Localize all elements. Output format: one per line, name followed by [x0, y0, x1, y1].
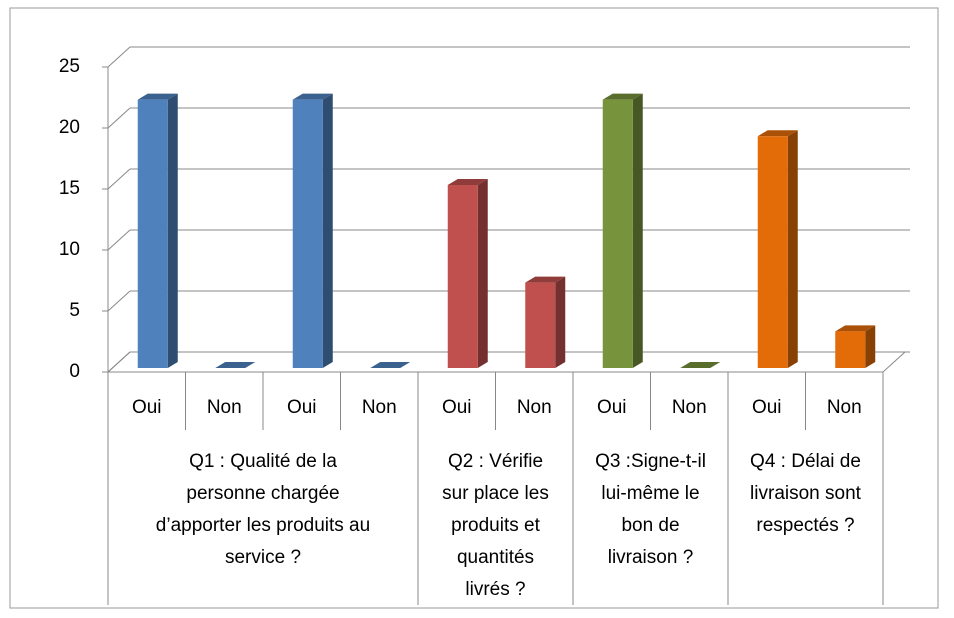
- x-tick-label: Non: [362, 397, 397, 418]
- group-label: Q3 :Signe-t-il lui-même le bon de livrai…: [595, 451, 706, 568]
- y-tick-label: 15: [59, 178, 80, 199]
- bar-side: [167, 93, 178, 368]
- bar-side: [322, 93, 333, 368]
- bar-top: [292, 93, 333, 100]
- bar-front: [835, 331, 866, 368]
- bar-side: [865, 325, 876, 368]
- grid-line: [107, 290, 131, 312]
- x-tick-label: Oui: [287, 397, 317, 418]
- bar: [137, 93, 178, 368]
- bar: [835, 325, 876, 368]
- x-tick-label: Oui: [442, 397, 472, 418]
- x-tick-label: Non: [207, 397, 242, 418]
- group-label: Q2 : Vérifie sur place les produits et q…: [442, 451, 549, 600]
- bar-top: [525, 276, 566, 283]
- bar-front: [757, 136, 788, 368]
- bar-top: [215, 362, 256, 368]
- bar-side: [787, 130, 798, 368]
- bar-front: [602, 99, 633, 368]
- bar: [370, 362, 411, 368]
- bar-side: [477, 179, 488, 368]
- x-tick-label: Oui: [132, 397, 162, 418]
- bar: [447, 179, 488, 368]
- bar: [602, 93, 643, 368]
- y-tick-label: 5: [69, 300, 80, 321]
- bar-top: [370, 362, 411, 368]
- bar-top: [680, 362, 721, 368]
- group-label: Q1 : Qualité de la personne chargée d’ap…: [155, 451, 371, 568]
- group-label: Q4 : Délai de livraison sont respectés ?: [750, 451, 861, 536]
- x-tick-label: Oui: [752, 397, 782, 418]
- x-tick-label: Non: [517, 397, 552, 418]
- grid-line: [107, 168, 131, 190]
- chart-border: [9, 7, 939, 609]
- bar-top: [137, 93, 178, 100]
- y-tick-label: 10: [59, 239, 80, 260]
- bar-front: [525, 282, 556, 368]
- bar: [757, 130, 798, 368]
- bar: [680, 362, 721, 368]
- bar-front: [137, 99, 168, 368]
- bar-top: [757, 130, 798, 137]
- x-tick-label: Non: [672, 397, 707, 418]
- grid-line: [107, 107, 131, 129]
- y-tick-label: 0: [69, 361, 80, 382]
- bar: [525, 276, 566, 368]
- x-tick-label: Non: [827, 397, 862, 418]
- grid-line: [107, 351, 131, 373]
- bar: [215, 362, 256, 368]
- bar-side: [632, 93, 643, 368]
- bar-front: [447, 185, 478, 368]
- x-tick-label: Oui: [597, 397, 627, 418]
- y-tick-label: 20: [59, 117, 80, 138]
- bar-front: [292, 99, 323, 368]
- grid-line: [107, 46, 131, 68]
- grid-line: [107, 229, 131, 251]
- y-tick-label: 25: [59, 56, 80, 77]
- bar-top: [835, 325, 876, 332]
- bar: [292, 93, 333, 368]
- bar-side: [555, 276, 566, 368]
- bar-top: [602, 93, 643, 100]
- bar-top: [447, 179, 488, 185]
